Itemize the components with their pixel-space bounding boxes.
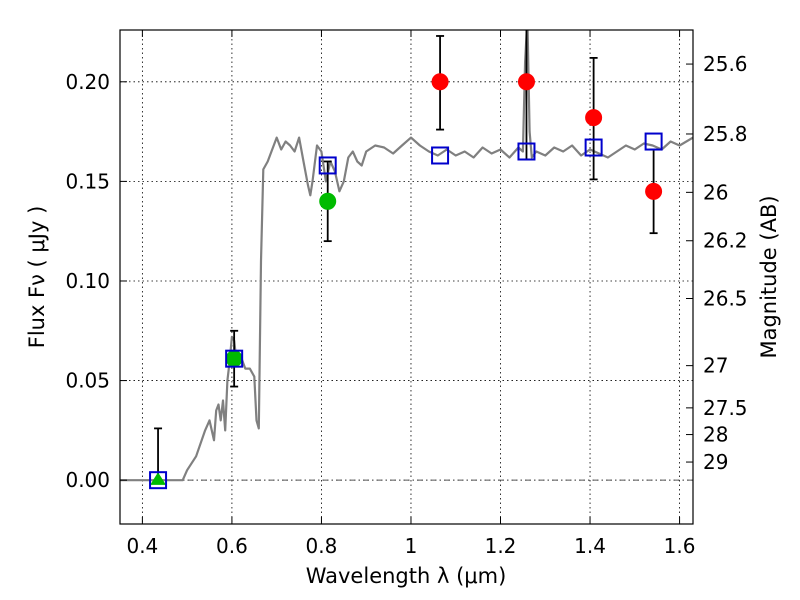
x-tick-label: 1.4 [574,534,606,558]
model-photometry-square [149,471,168,490]
x-tick-label: 1.2 [485,534,517,558]
magnitude-axis-ticks: 25.6 25.8 26 26.2 26.5 27 27.5 28 29 [686,52,748,474]
y-tick-label: 0.20 [65,70,110,94]
magnitude-tick-label: 26 [703,180,728,204]
magnitude-tick-label: 26.5 [703,287,748,311]
magnitude-tick-label: 26.2 [703,229,748,253]
green-data-point [319,192,337,210]
red-data-point [645,182,663,200]
magnitude-axis-label: Magnitude (AB) [757,195,781,358]
green-upper-limit-marker [150,472,166,485]
magnitude-tick-label: 27 [703,354,728,378]
y-tick-label: 0.15 [65,169,110,193]
magnitude-tick-label: 29 [703,450,728,474]
plot-content [120,30,693,490]
x-axis-label: Wavelength λ (μm) [306,564,507,588]
red-data-point [517,73,535,91]
plot-clip-group [120,30,693,490]
model-photometry-square [517,142,536,161]
magnitude-tick-label: 25.8 [703,122,748,146]
model-photometry-square [584,138,603,157]
model-photometry-square [431,146,450,165]
x-tick-label: 1 [405,534,418,558]
magnitude-tick-label: 27.5 [703,396,748,420]
red-data-point [431,73,449,91]
green-data-point [225,350,243,368]
magnitude-tick-label: 25.6 [703,52,748,76]
plot-frame [119,29,694,525]
x-axis-ticks: 0.4 0.6 0.8 1 1.2 1.4 1.6 [126,30,695,558]
model-photometry-square [225,349,244,368]
x-tick-label: 0.4 [126,534,158,558]
red-data-point [585,109,603,127]
x-tick-label: 0.6 [216,534,248,558]
model-photometry-square [318,156,337,175]
y-tick-label: 0.10 [65,269,110,293]
y-tick-label: 0.05 [65,369,110,393]
x-tick-label: 0.8 [306,534,338,558]
model-photometry-square [644,132,663,151]
x-tick-label: 1.6 [664,534,696,558]
y-tick-label: 0.00 [65,468,110,492]
y-axis-label: Flux Fν ( μJy ) [25,206,49,349]
magnitude-tick-label: 28 [703,423,728,447]
y-axis-ticks: 0.00 0.05 0.10 0.15 0.20 [65,70,127,492]
